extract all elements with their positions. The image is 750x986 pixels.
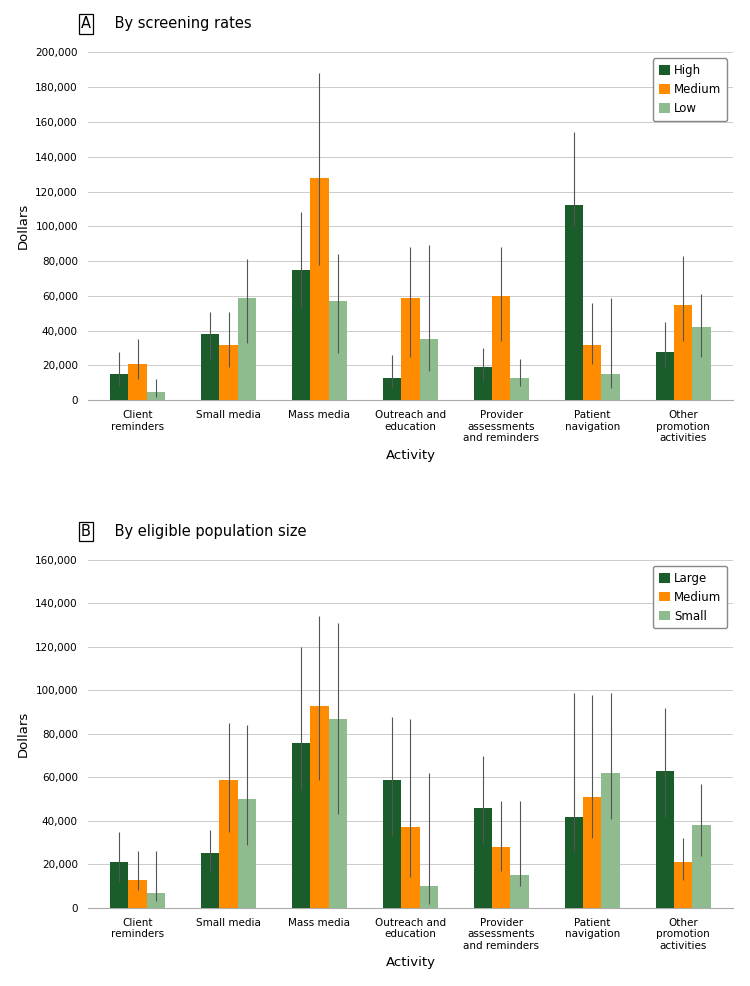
Bar bbox=[328, 301, 346, 400]
Bar bbox=[292, 742, 310, 908]
Bar bbox=[419, 886, 438, 908]
Bar bbox=[511, 876, 529, 908]
Bar bbox=[674, 862, 692, 908]
Y-axis label: Dollars: Dollars bbox=[16, 711, 30, 757]
Bar bbox=[292, 270, 310, 400]
Bar bbox=[565, 205, 584, 400]
Bar bbox=[383, 780, 401, 908]
Bar bbox=[401, 298, 419, 400]
X-axis label: Activity: Activity bbox=[386, 449, 436, 461]
Bar bbox=[220, 780, 238, 908]
Y-axis label: Dollars: Dollars bbox=[16, 203, 30, 249]
Bar bbox=[602, 374, 619, 400]
Bar bbox=[220, 345, 238, 400]
Bar bbox=[328, 719, 346, 908]
Bar bbox=[310, 706, 328, 908]
Bar bbox=[201, 334, 220, 400]
Bar bbox=[383, 378, 401, 400]
Bar bbox=[110, 374, 128, 400]
Bar bbox=[401, 827, 419, 908]
Bar bbox=[674, 305, 692, 400]
Bar bbox=[147, 391, 165, 400]
Bar bbox=[128, 364, 147, 400]
Bar bbox=[201, 854, 220, 908]
Bar bbox=[492, 847, 511, 908]
Bar bbox=[692, 327, 710, 400]
Bar bbox=[474, 367, 492, 400]
Bar bbox=[511, 378, 529, 400]
Bar bbox=[656, 771, 674, 908]
Text: A: A bbox=[81, 17, 91, 32]
Bar bbox=[602, 773, 619, 908]
Bar bbox=[474, 808, 492, 908]
X-axis label: Activity: Activity bbox=[386, 956, 436, 969]
Bar bbox=[310, 177, 328, 400]
Bar bbox=[128, 880, 147, 908]
Legend: High, Medium, Low: High, Medium, Low bbox=[653, 58, 728, 121]
Text: By screening rates: By screening rates bbox=[110, 17, 252, 32]
Bar bbox=[110, 862, 128, 908]
Bar bbox=[656, 352, 674, 400]
Bar bbox=[584, 345, 602, 400]
Bar bbox=[584, 797, 602, 908]
Bar bbox=[419, 339, 438, 400]
Bar bbox=[492, 296, 511, 400]
Bar bbox=[147, 892, 165, 908]
Bar bbox=[692, 825, 710, 908]
Text: By eligible population size: By eligible population size bbox=[110, 525, 307, 539]
Legend: Large, Medium, Small: Large, Medium, Small bbox=[653, 566, 728, 628]
Bar bbox=[565, 816, 584, 908]
Bar bbox=[238, 799, 256, 908]
Bar bbox=[238, 298, 256, 400]
Text: B: B bbox=[81, 525, 91, 539]
